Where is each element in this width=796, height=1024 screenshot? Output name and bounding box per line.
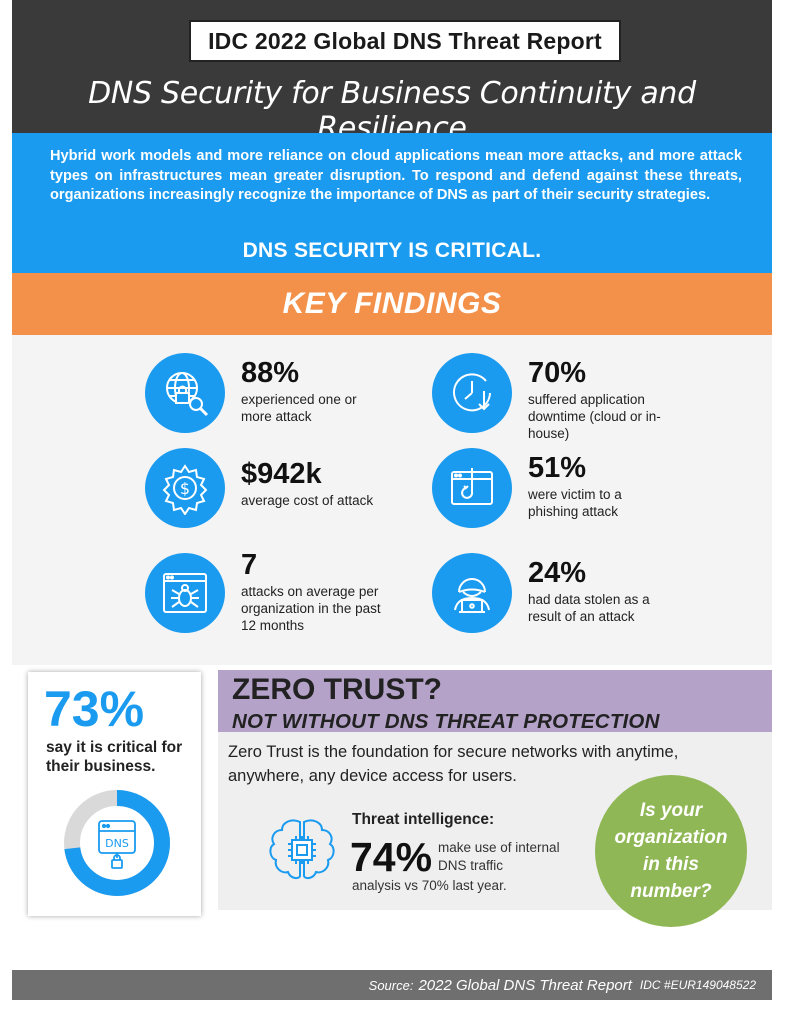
report-label-box: IDC 2022 Global DNS Threat Report [189,20,621,62]
zero-trust-text: Zero Trust is the foundation for secure … [228,743,679,785]
footer-source: 2022 Global DNS Threat Report [418,976,632,994]
finding-phishing: 51% were victim to a phishing attack [432,448,648,528]
zero-trust-title: ZERO TRUST? [232,673,442,706]
zero-trust-header: ZERO TRUST? NOT WITHOUT DNS THREAT PROTE… [218,670,772,733]
intro-headline: DNS SECURITY IS CRITICAL. [242,239,542,262]
critical-stat-desc: say it is critical for their business. [46,739,183,775]
finding-value: 70% [528,357,587,389]
zero-trust-subtitle: NOT WITHOUT DNS THREAT PROTECTION [232,710,660,733]
callout-circle: Is your organization in this number? [595,775,747,927]
finding-desc: experienced one or more attack [241,392,357,424]
intro-text: Hybrid work models and more reliance on … [50,148,742,203]
donut-fill [64,790,170,896]
finding-desc: had data stolen as a result of an attack [528,592,650,624]
critical-donut-chart: DNS [64,790,170,896]
callout-text: Is your organization in this number? [614,800,728,902]
phishing-hook-icon [432,448,512,528]
dns-server-icon [98,820,136,869]
threat-intel-title: Threat intelligence: [352,811,495,828]
finding-desc: were victim to a phishing attack [528,487,622,519]
finding-attacks-average: 7 attacks on average per organization in… [145,549,396,634]
brain-chip-icon [269,819,335,880]
finding-desc: suffered application downtime (cloud or … [528,392,661,441]
finding-value: $942k [241,458,322,490]
critical-stat-card: 73% say it is critical for their busines… [28,672,201,916]
intro-section: Hybrid work models and more reliance on … [12,133,772,273]
header-banner: IDC 2022 Global DNS Threat Report DNS Se… [12,0,772,146]
finding-downtime: 70% suffered application downtime (cloud… [432,353,668,442]
finding-attack: 88% experienced one or more attack [145,353,371,433]
key-findings-bar: KEY FINDINGS [12,273,772,335]
finding-value: 51% [528,452,587,484]
bug-window-icon [145,553,225,633]
finding-desc: attacks on average per organization in t… [241,584,381,633]
critical-stat-value: 73% [44,681,145,737]
report-label: IDC 2022 Global DNS Threat Report [208,27,602,54]
finding-value: 88% [241,357,300,389]
footer-bar: Source: 2022 Global DNS Threat Report ID… [12,970,772,1000]
threat-intel-desc-2: analysis vs 70% last year. [352,878,507,893]
finding-cost: $ $942k average cost of attack [145,448,411,528]
threat-intel-desc-1: make use of internal DNS traffic [438,840,560,873]
clock-icon [432,353,512,433]
finding-value: 24% [528,557,587,589]
finding-desc: average cost of attack [241,493,374,508]
dollar-gear-icon: $ [145,448,225,528]
page-title: DNS Security for Business Continuity and… [88,76,696,146]
finding-data-stolen: 24% had data stolen as a result of an at… [432,553,663,633]
hacker-laptop-icon [432,553,512,633]
footer-doc-id: IDC #EUR149048522 [639,978,756,992]
footer-source-label: Source: [368,977,414,993]
globe-lock-icon [145,353,225,433]
key-findings-title: KEY FINDINGS [282,287,502,320]
threat-intel-value: 74% [350,834,433,880]
svg-text:$: $ [180,479,190,498]
findings-panel: 88% experienced one or more attack 70% s… [12,335,772,665]
dns-icon-label: DNS [105,837,129,850]
finding-value: 7 [241,549,258,581]
